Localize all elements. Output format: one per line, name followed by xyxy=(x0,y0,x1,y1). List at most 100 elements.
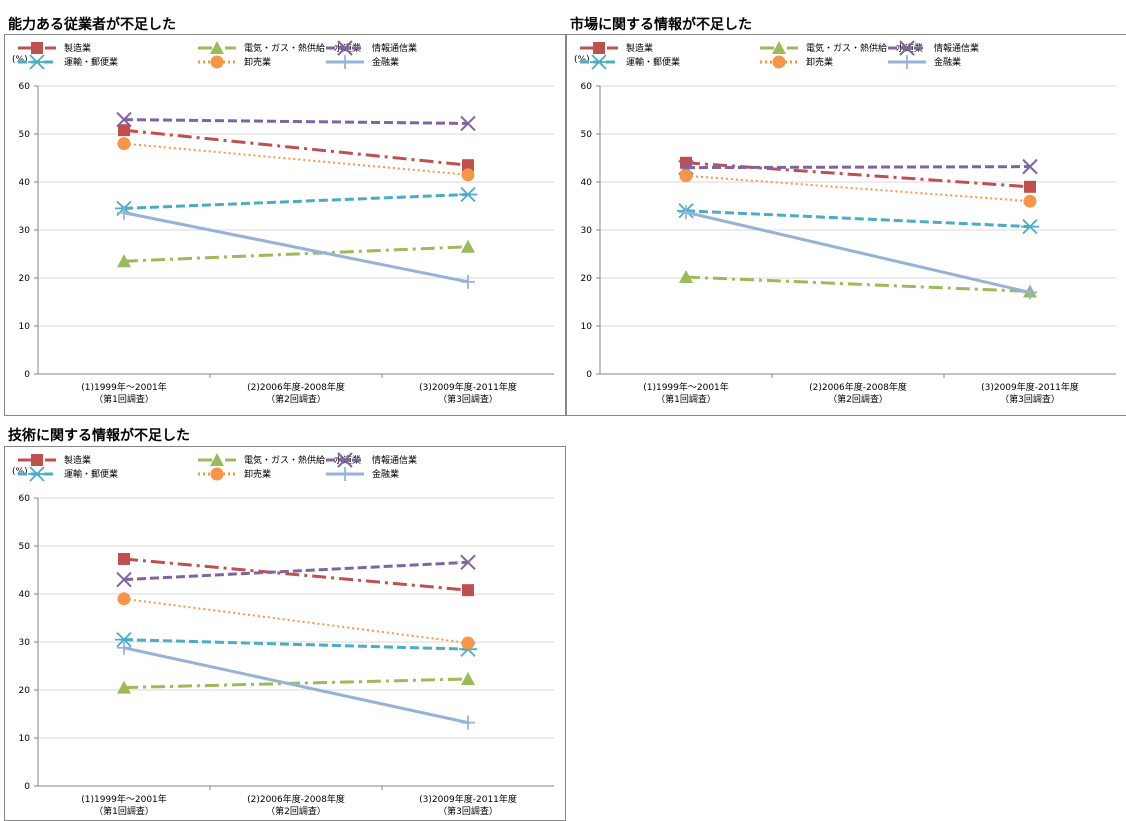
legend-label: 運輸・郵便業 xyxy=(626,56,680,68)
y-tick-label: 10 xyxy=(19,322,31,332)
y-tick-label: 40 xyxy=(19,590,31,600)
legend-marker xyxy=(337,452,353,468)
y-tick-label: 50 xyxy=(19,130,31,140)
x-tick-label: （第2回調査） xyxy=(266,393,326,405)
data-point xyxy=(461,671,475,685)
y-axis-label: (%) xyxy=(12,55,28,65)
x-tick-label: (3)2009年度-2011年度 xyxy=(419,381,517,393)
legend-item: 電気・ガス・熱供給・水道業 xyxy=(198,453,361,466)
x-tick-label: (1)1999年～2001年 xyxy=(81,381,167,393)
legend-marker xyxy=(210,467,224,481)
data-point xyxy=(461,715,475,730)
data-point xyxy=(1023,285,1037,300)
chart-technology-info: (%) 0 10 20 30 40 50 60 (1)1999年～2001年（第1回調査） (2)… xyxy=(4,446,566,821)
series-line xyxy=(118,124,474,172)
y-tick-label: 0 xyxy=(24,370,30,380)
x-tick-label: (3)2009年度-2011年度 xyxy=(419,793,517,805)
series-path xyxy=(685,275,1031,293)
y-tick-label: 10 xyxy=(19,734,31,744)
series-path xyxy=(123,118,469,125)
legend-marker xyxy=(338,55,352,69)
x-tick-label: (2)2006年度-2008年度 xyxy=(247,381,345,393)
data-point xyxy=(679,270,693,284)
legend-item: 情報通信業 xyxy=(888,40,979,56)
chart-market-info: (%) 0 10 20 30 40 50 60 (1)1999年～2001年（第1回調査） (2)… xyxy=(566,34,1126,416)
series-path xyxy=(123,211,469,284)
series-path xyxy=(123,192,469,210)
y-tick-label: 0 xyxy=(24,782,30,792)
x-tick-label: （第2回調査） xyxy=(828,393,888,405)
legend-label: 製造業 xyxy=(626,42,653,54)
series-path xyxy=(123,646,469,725)
series-path xyxy=(685,165,1031,170)
legend-item: 情報通信業 xyxy=(326,40,417,56)
legend-marker xyxy=(210,453,224,466)
legend-marker xyxy=(337,40,353,56)
legend-item: 製造業 xyxy=(18,42,91,54)
y-tick-label: 20 xyxy=(19,686,31,696)
legend-item: 卸売業 xyxy=(760,55,833,69)
series-path xyxy=(123,638,469,651)
y-tick-label: 60 xyxy=(581,82,593,92)
series-path xyxy=(123,245,469,263)
legend-marker xyxy=(593,42,605,54)
y-tick-label: 50 xyxy=(581,130,593,140)
legend-marker xyxy=(338,467,352,481)
data-point xyxy=(116,111,132,128)
x-tick-label: (2)2006年度-2008年度 xyxy=(247,793,345,805)
x-tick-label: (1)1999年～2001年 xyxy=(81,793,167,805)
series-path xyxy=(123,560,469,582)
series-line xyxy=(117,239,475,268)
legend-label: 金融業 xyxy=(934,56,961,68)
y-tick-label: 60 xyxy=(19,82,31,92)
data-point xyxy=(117,680,131,694)
data-point xyxy=(116,571,132,588)
legend-label: 金融業 xyxy=(372,468,399,480)
legend-marker xyxy=(210,55,224,69)
legend-item: 製造業 xyxy=(580,42,653,54)
y-axis-label: (%) xyxy=(574,55,590,65)
data-point xyxy=(461,168,475,182)
x-tick-label: (3)2009年度-2011年度 xyxy=(981,381,1079,393)
series-path xyxy=(123,128,469,167)
legend-marker xyxy=(28,54,46,70)
data-point xyxy=(461,274,475,289)
series-path xyxy=(685,209,1031,229)
x-tick-label: （第1回調査） xyxy=(656,393,716,405)
legend-item: 金融業 xyxy=(326,467,399,481)
series-line xyxy=(116,111,476,132)
y-axis-label: (%) xyxy=(12,467,28,477)
series-path xyxy=(685,210,1031,294)
y-tick-label: 30 xyxy=(19,226,31,236)
legend-item: 運輸・郵便業 xyxy=(18,466,118,482)
y-tick-label: 50 xyxy=(19,542,31,552)
data-point xyxy=(1023,194,1037,208)
data-point xyxy=(118,552,130,565)
legend-label: 電気・ガス・熱供給・水道業 xyxy=(244,454,361,466)
y-tick-label: 60 xyxy=(19,494,31,504)
legend-marker xyxy=(772,55,786,69)
x-tick-label: （第1回調査） xyxy=(94,805,154,817)
data-point xyxy=(461,239,475,253)
series-line xyxy=(117,640,475,730)
series-line xyxy=(117,671,475,694)
chart-title-3: 技術に関する情報が不足した xyxy=(8,428,190,444)
x-tick-label: （第3回調査） xyxy=(438,393,498,405)
chart-employees: (%) 0 10 20 30 40 50 60 (1)1999年～2001年（第1回調査） (2)… xyxy=(4,34,566,416)
legend-item: 製造業 xyxy=(18,454,91,466)
chart-title-1: 能力ある従業者が不足した xyxy=(8,17,176,33)
y-tick-label: 40 xyxy=(581,178,593,188)
series-path xyxy=(123,677,469,690)
legend-marker xyxy=(899,40,915,56)
series-line xyxy=(117,137,475,182)
legend-marker xyxy=(28,466,46,482)
legend-label: 金融業 xyxy=(372,56,399,68)
legend-label: 卸売業 xyxy=(244,468,271,480)
legend-label: 運輸・郵便業 xyxy=(64,468,118,480)
legend-marker xyxy=(31,454,43,466)
chart-frame xyxy=(4,34,566,416)
legend-item: 電気・ガス・熱供給・水道業 xyxy=(198,41,361,54)
data-point xyxy=(1021,219,1039,235)
data-point xyxy=(460,115,476,132)
x-tick-label: （第3回調査） xyxy=(438,805,498,817)
